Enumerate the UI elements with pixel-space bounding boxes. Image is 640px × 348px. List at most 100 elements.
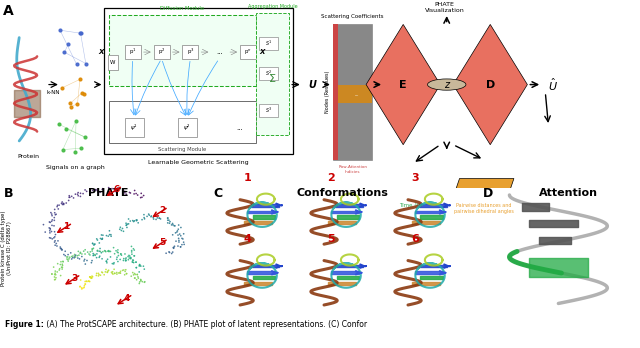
Point xyxy=(49,218,60,223)
Point xyxy=(58,259,68,264)
Point xyxy=(49,215,60,220)
Point xyxy=(113,187,123,193)
Point xyxy=(161,251,172,256)
Text: Nodes (Residues): Nodes (Residues) xyxy=(324,71,330,113)
FancyBboxPatch shape xyxy=(109,15,256,86)
Point xyxy=(92,248,102,253)
Point xyxy=(143,211,154,217)
Point xyxy=(172,229,182,235)
Text: Time (t): Time (t) xyxy=(399,203,420,208)
Point xyxy=(80,281,90,287)
Point xyxy=(77,254,87,259)
Point xyxy=(92,271,102,276)
Bar xyxy=(104,8,293,154)
Point xyxy=(112,254,122,260)
Point xyxy=(47,271,57,277)
Point xyxy=(90,187,100,193)
Point xyxy=(72,253,83,259)
Point xyxy=(61,126,71,132)
Point xyxy=(129,260,139,266)
Point xyxy=(109,271,120,276)
Point xyxy=(68,253,78,259)
Point xyxy=(148,215,158,220)
Point xyxy=(87,248,97,254)
Point xyxy=(127,248,137,253)
Point xyxy=(118,258,129,263)
Point xyxy=(137,279,147,284)
Point xyxy=(92,272,102,278)
Point xyxy=(121,267,131,272)
Point xyxy=(102,256,113,262)
Point xyxy=(106,248,116,254)
Point xyxy=(54,121,64,127)
Point xyxy=(116,251,126,257)
Point xyxy=(96,250,106,255)
Point xyxy=(163,215,173,221)
Point xyxy=(54,266,65,271)
Point xyxy=(136,277,146,282)
Point xyxy=(55,262,65,267)
Point xyxy=(124,221,134,227)
Point xyxy=(104,228,115,234)
Point xyxy=(87,258,97,263)
Point xyxy=(59,252,69,257)
Point xyxy=(104,268,114,273)
Point xyxy=(127,270,138,275)
Point xyxy=(49,239,60,245)
Point xyxy=(60,253,70,259)
Point xyxy=(106,232,116,237)
Point xyxy=(132,272,143,277)
Text: B: B xyxy=(4,187,13,200)
Point xyxy=(83,249,93,255)
Text: $\psi^{2}$: $\psi^{2}$ xyxy=(183,122,191,133)
Point xyxy=(47,223,57,228)
Point xyxy=(121,220,131,226)
Text: p$^n$: p$^n$ xyxy=(244,47,252,57)
Point xyxy=(52,243,62,249)
Point xyxy=(51,241,61,246)
Point xyxy=(45,228,55,234)
Point xyxy=(79,256,90,262)
Point xyxy=(76,90,86,96)
Point xyxy=(50,243,60,248)
Text: $\Sigma$: $\Sigma$ xyxy=(268,72,277,84)
Point xyxy=(125,218,136,224)
Point xyxy=(75,77,85,82)
Point xyxy=(124,255,134,261)
Point xyxy=(57,247,67,253)
Point xyxy=(76,190,86,196)
Text: D: D xyxy=(486,80,495,89)
Point xyxy=(125,190,136,196)
Point xyxy=(97,256,107,262)
Point xyxy=(121,191,131,197)
Point xyxy=(89,242,99,248)
Point xyxy=(179,239,189,245)
Point xyxy=(38,222,49,227)
Point xyxy=(86,260,97,266)
Point xyxy=(131,191,141,196)
Point xyxy=(174,239,184,245)
Point xyxy=(56,247,67,253)
Point xyxy=(86,275,97,281)
Point xyxy=(168,245,179,250)
Text: C: C xyxy=(214,187,223,200)
Point xyxy=(76,30,86,35)
Point xyxy=(72,62,82,67)
Point xyxy=(131,259,141,265)
Point xyxy=(75,284,85,289)
Point xyxy=(93,189,103,195)
Text: (A) The ProtSCAPE architecture. (B) PHATE plot of latent representations. (C) Co: (A) The ProtSCAPE architecture. (B) PHAT… xyxy=(44,320,367,329)
Point xyxy=(87,273,97,279)
Point xyxy=(99,248,109,253)
Point xyxy=(144,212,154,218)
Point xyxy=(122,271,132,276)
Point xyxy=(84,279,95,284)
Text: Row-Attention
Indicies: Row-Attention Indicies xyxy=(338,165,367,174)
Point xyxy=(129,188,140,193)
Point xyxy=(179,231,189,237)
Text: 6: 6 xyxy=(412,234,419,244)
Point xyxy=(54,267,65,273)
Point xyxy=(100,269,111,275)
Point xyxy=(102,190,113,195)
Point xyxy=(80,281,90,287)
